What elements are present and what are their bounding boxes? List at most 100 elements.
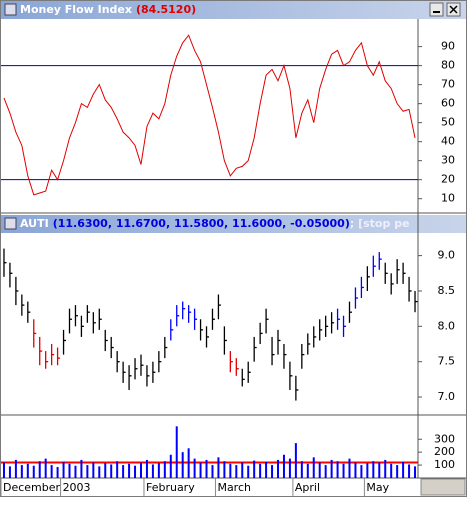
volume-bar xyxy=(247,465,250,478)
volume-bar xyxy=(318,462,321,478)
volume-bar xyxy=(312,457,315,478)
volume-bar xyxy=(378,462,381,478)
pane-icon[interactable] xyxy=(4,3,17,16)
y-tick-label: 200 xyxy=(434,445,455,458)
volume-bar xyxy=(98,466,101,478)
volume-bar xyxy=(26,463,29,478)
y-tick-label: 8.0 xyxy=(438,319,456,332)
title-bar xyxy=(1,215,466,233)
volume-bar xyxy=(20,465,23,478)
title-value: (84.5120) xyxy=(136,3,196,16)
y-tick-label: 100 xyxy=(434,458,455,471)
volume-bar xyxy=(235,465,238,478)
y-tick-label: 80 xyxy=(441,59,455,72)
volume-bar xyxy=(211,465,214,478)
volume-bar xyxy=(199,462,202,478)
y-tick-label: 50 xyxy=(441,116,455,129)
volume-bar xyxy=(354,462,357,478)
volume-bar xyxy=(241,462,244,478)
x-tick-label: 2003 xyxy=(63,481,91,494)
volume-bar xyxy=(92,462,95,478)
title: Money Flow Index xyxy=(20,3,132,16)
volume-bar xyxy=(163,461,166,478)
volume-bar xyxy=(265,461,268,478)
volume-bar xyxy=(390,463,393,478)
volume-bar xyxy=(151,464,154,478)
volume-bar xyxy=(205,459,208,478)
y-tick-label: 300 xyxy=(434,432,455,445)
y-tick-label: 20 xyxy=(441,173,455,186)
frame xyxy=(0,0,467,497)
y-tick-label: 7.0 xyxy=(438,390,456,403)
pane-icon[interactable] xyxy=(4,217,17,230)
volume-bar xyxy=(271,465,274,478)
volume-bar xyxy=(2,462,5,478)
x-tick-label: March xyxy=(217,481,251,494)
minimize-button[interactable] xyxy=(429,2,444,17)
volume-bar xyxy=(86,465,89,478)
volume-bar xyxy=(408,464,411,478)
volume-bar xyxy=(32,465,35,478)
mfi-line xyxy=(3,34,416,196)
volume-bar xyxy=(128,463,131,478)
volume-bar xyxy=(74,465,77,478)
y-tick-label: 70 xyxy=(441,78,455,91)
y-tick-label: 60 xyxy=(441,97,455,110)
x-tick-label: May xyxy=(366,481,389,494)
volume-bar xyxy=(342,463,345,478)
y-tick-label: 40 xyxy=(441,135,455,148)
volume-bar xyxy=(277,459,280,478)
volume-bar xyxy=(396,465,399,478)
corner-box xyxy=(420,478,466,496)
volume-bar xyxy=(80,459,83,478)
volume-bar xyxy=(145,459,148,478)
volume-bar xyxy=(44,458,47,478)
title: AUTI xyxy=(20,217,49,230)
volume-bar xyxy=(384,459,387,478)
volume-bar xyxy=(402,461,405,478)
volume-bar xyxy=(253,460,256,478)
y-tick-label: 10 xyxy=(441,192,455,205)
volume-bar xyxy=(366,463,369,478)
volume-bar xyxy=(56,467,59,478)
title-bar xyxy=(1,1,466,19)
volume-bar xyxy=(306,463,309,478)
volume-bar xyxy=(324,465,327,478)
volume-bar xyxy=(348,458,351,478)
volume-bar xyxy=(8,466,11,478)
icon xyxy=(449,5,458,14)
volume-bar xyxy=(38,461,41,478)
volume-bar xyxy=(104,463,107,478)
volume-bar xyxy=(300,461,303,478)
pane-title: Money Flow Index (84.5120) xyxy=(20,3,196,16)
volume-bar xyxy=(50,465,53,478)
volume-bar xyxy=(181,452,184,478)
volume-bar xyxy=(187,448,190,478)
pane-title: AUTI (11.6300, 11.6700, 11.5800, 11.6000,… xyxy=(20,217,410,230)
x-tick-label: February xyxy=(146,481,195,494)
volume-bar xyxy=(169,454,172,478)
volume-bar xyxy=(68,463,71,478)
x-tick-label: April xyxy=(295,481,320,494)
volume-bar xyxy=(259,463,262,478)
volume-bar xyxy=(294,443,297,478)
volume-bar xyxy=(229,463,232,478)
y-tick-label: 9.0 xyxy=(438,249,456,262)
volume-bar xyxy=(157,463,160,478)
volume-bar xyxy=(110,464,113,478)
volume-bar xyxy=(62,461,65,478)
y-tick-label: 90 xyxy=(441,40,455,53)
volume-bar xyxy=(14,459,17,478)
volume-bar xyxy=(414,466,417,478)
volume-bar xyxy=(360,465,363,478)
volume-bar xyxy=(330,459,333,478)
x-tick-label: December xyxy=(3,481,61,494)
volume-bar xyxy=(288,458,291,478)
volume-bar xyxy=(122,465,125,478)
volume-bar xyxy=(217,457,220,478)
y-tick-label: 8.5 xyxy=(438,284,456,297)
volume-bar xyxy=(372,461,375,478)
volume-bar xyxy=(336,461,339,478)
volume-bar xyxy=(116,461,119,478)
